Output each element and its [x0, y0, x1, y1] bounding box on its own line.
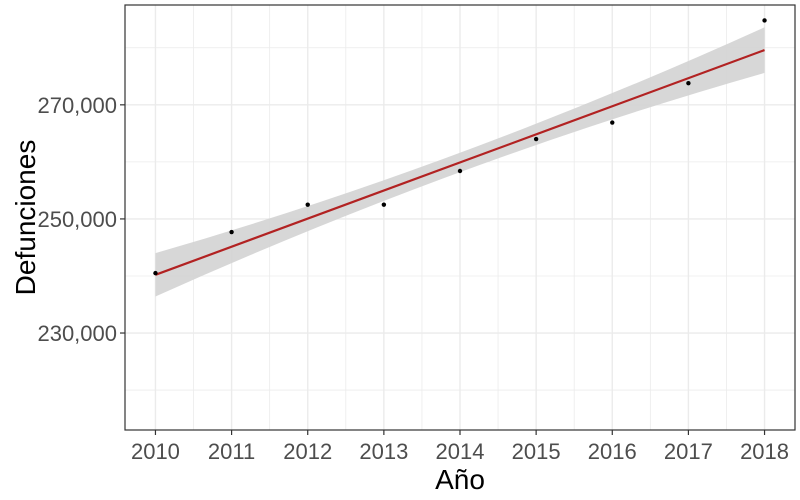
y-axis: 230,000 250,000 270,000 — [37, 93, 125, 346]
data-point — [686, 80, 691, 86]
x-tick-label: 2011 — [208, 439, 255, 464]
x-tick-label: 2012 — [283, 439, 332, 464]
y-tick-label: 250,000 — [37, 207, 117, 232]
data-point — [533, 136, 539, 142]
x-tick-label: 2015 — [512, 439, 561, 464]
data-point — [305, 202, 310, 207]
y-tick-label: 270,000 — [37, 93, 117, 118]
x-tick-label: 2010 — [131, 439, 180, 464]
data-point — [153, 270, 158, 276]
x-axis: 2010 2011 2012 2013 2014 2015 2016 2017 2018 — [131, 430, 789, 464]
data-point — [762, 18, 767, 23]
x-tick-label: 2014 — [436, 439, 485, 464]
x-tick-label: 2013 — [359, 439, 408, 464]
x-tick-label: 2018 — [740, 439, 789, 464]
data-points — [153, 18, 767, 276]
x-tick-label: 2017 — [664, 439, 713, 464]
data-point — [229, 229, 234, 235]
x-tick-label: 2016 — [588, 439, 637, 464]
x-axis-title: Año — [435, 464, 485, 495]
data-point — [610, 120, 615, 125]
data-point — [457, 168, 463, 174]
data-point — [381, 202, 387, 207]
trend-line — [155, 49, 765, 276]
y-axis-title: Defunciones — [10, 140, 41, 296]
y-tick-label: 230,000 — [37, 321, 117, 346]
